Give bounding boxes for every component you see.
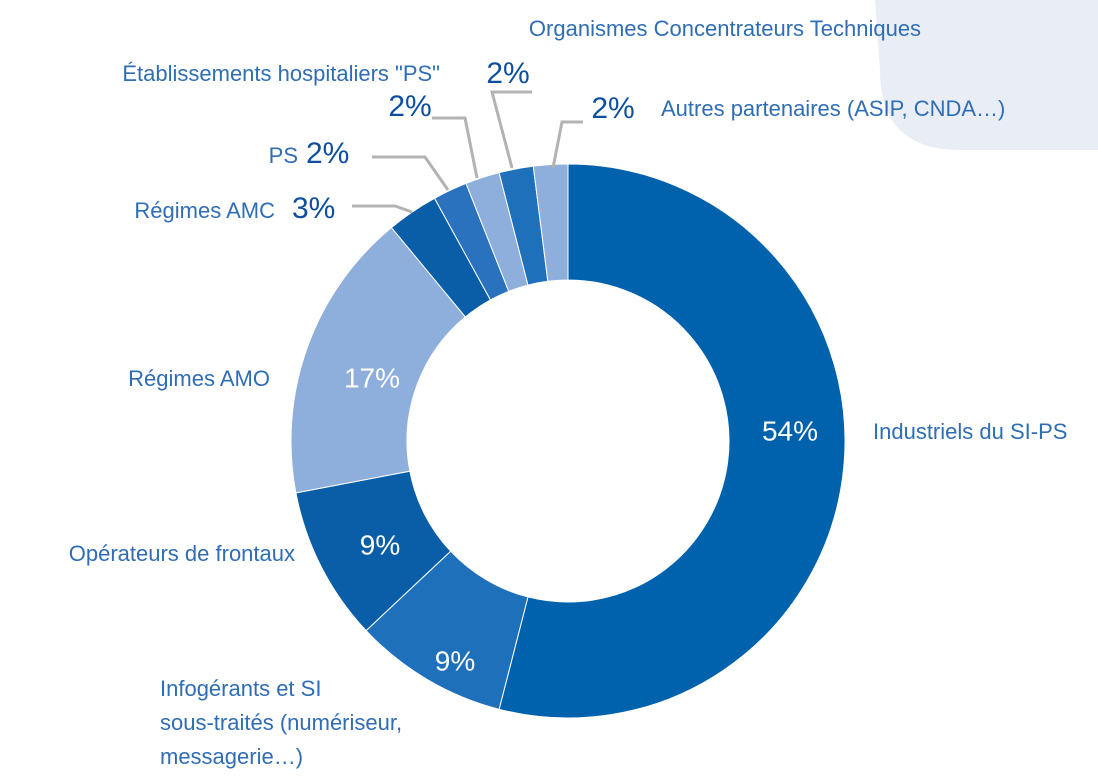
category-label: Établissements hospitaliers "PS"	[122, 61, 440, 86]
category-label: PS	[269, 143, 298, 168]
category-label: Industriels du SI-PS	[873, 419, 1067, 444]
category-label: Régimes AMC	[134, 198, 275, 223]
slice	[532, 163, 569, 282]
value-label: 54%	[762, 415, 818, 446]
slice	[290, 226, 467, 494]
value-label: 2%	[388, 90, 431, 123]
value-label: 2%	[306, 137, 349, 170]
label-line: messagerie…)	[160, 744, 303, 769]
value-label: 3%	[292, 192, 335, 225]
label-line: Infogérants et SI	[160, 676, 321, 701]
leader-line	[352, 204, 413, 214]
category-label: Infogérants et SI sous-traités (numériseu…	[160, 676, 402, 769]
value-label: 17%	[344, 362, 400, 393]
leader-line	[432, 116, 479, 179]
background-shape	[875, 0, 1098, 150]
leader-line	[490, 90, 532, 169]
category-label: Autres partenaires (ASIP, CNDA…)	[661, 96, 1005, 121]
leader-line	[551, 120, 583, 169]
value-label: 2%	[591, 92, 634, 125]
label-line: sous-traités (numériseur,	[160, 710, 402, 735]
value-label: 2%	[486, 57, 529, 90]
category-label: Régimes AMO	[128, 366, 270, 391]
value-label: 9%	[360, 529, 400, 560]
category-label: Organismes Concentrateurs Techniques	[529, 16, 921, 41]
value-label: 9%	[435, 645, 475, 676]
category-label: Opérateurs de frontaux	[69, 541, 295, 566]
slice	[498, 163, 846, 719]
leader-line	[372, 155, 450, 191]
